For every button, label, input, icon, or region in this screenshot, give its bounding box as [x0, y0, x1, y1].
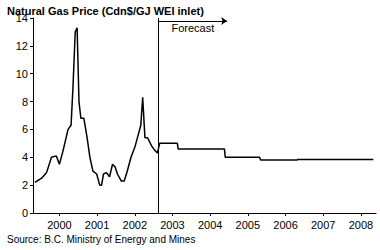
svg-text:10: 10: [16, 68, 28, 80]
svg-text:14: 14: [15, 12, 28, 24]
svg-text:2002: 2002: [123, 219, 147, 231]
svg-text:2003: 2003: [160, 219, 184, 231]
svg-text:Source: B.C. Ministry of Energ: Source: B.C. Ministry of Energy and Mine…: [7, 234, 195, 245]
svg-text:Forecast: Forecast: [171, 22, 214, 34]
svg-text:4: 4: [22, 151, 28, 163]
svg-text:Natural Gas Price (Cdn$/GJ WEI: Natural Gas Price (Cdn$/GJ WEI inlet): [7, 5, 204, 17]
svg-text:2007: 2007: [311, 219, 335, 231]
svg-text:2: 2: [22, 179, 28, 191]
svg-text:8: 8: [22, 96, 28, 108]
svg-text:2008: 2008: [349, 219, 373, 231]
svg-text:0: 0: [22, 207, 28, 219]
svg-text:6: 6: [22, 123, 28, 135]
svg-text:2006: 2006: [273, 219, 297, 231]
svg-text:12: 12: [16, 40, 28, 52]
svg-text:2000: 2000: [47, 219, 71, 231]
svg-text:2001: 2001: [85, 219, 109, 231]
svg-text:2004: 2004: [198, 219, 222, 231]
svg-text:2005: 2005: [236, 219, 260, 231]
